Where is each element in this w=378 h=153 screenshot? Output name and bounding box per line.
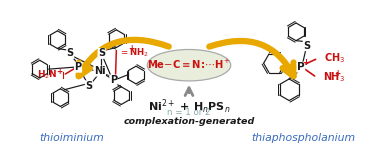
Text: +: + [302,58,309,67]
Text: +: + [334,69,340,78]
Text: CH$_3$: CH$_3$ [324,51,345,65]
Text: n = 1 or 2: n = 1 or 2 [167,108,211,117]
Text: Ni$^{2+}$ + H$_n$PS$_n$: Ni$^{2+}$ + H$_n$PS$_n$ [148,98,230,116]
Text: thioiminium: thioiminium [40,133,105,143]
Text: S: S [85,81,92,91]
Text: +: + [128,44,134,53]
Text: S: S [67,49,74,58]
Text: H$_2$N: H$_2$N [37,69,57,81]
Text: Me$-$C$\equiv$N:$\cdots$H$^+$: Me$-$C$\equiv$N:$\cdots$H$^+$ [147,58,231,71]
Text: P: P [110,75,117,85]
Text: +: + [56,67,62,76]
Text: complexation-generated: complexation-generated [123,117,255,126]
Text: thiaphospholanium: thiaphospholanium [251,133,355,143]
Text: S: S [98,49,105,58]
Ellipse shape [147,50,231,81]
Text: P: P [74,62,82,72]
Text: $=$NH$_2$: $=$NH$_2$ [119,46,149,59]
Text: Ni: Ni [94,66,105,76]
Text: S: S [303,41,310,51]
Text: NH$_3$: NH$_3$ [322,70,344,84]
Text: P: P [297,62,305,72]
